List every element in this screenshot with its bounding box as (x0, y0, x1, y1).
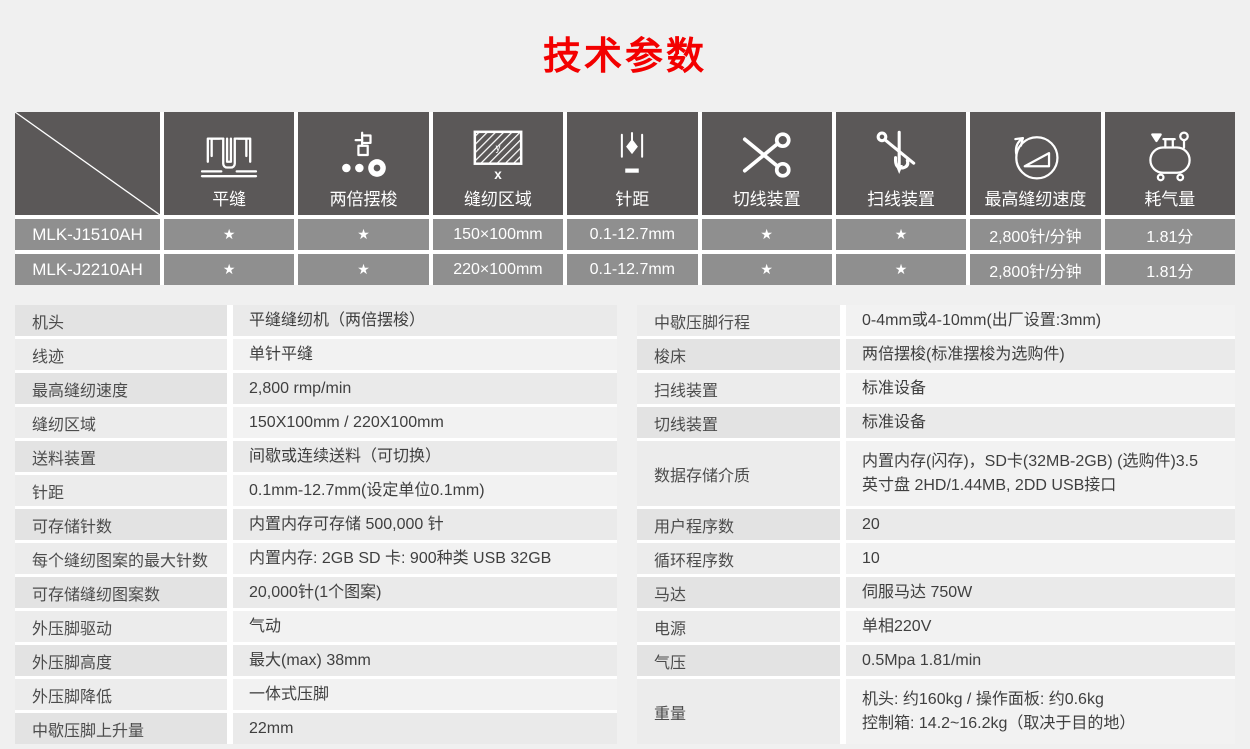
model-name-cell: MLK-J2210AH (15, 254, 160, 285)
matrix-column-header: 扫线装置 (835, 112, 967, 215)
spec-label: 中歇压脚行程 (637, 305, 840, 336)
svg-text:y: y (496, 143, 501, 154)
spec-label: 中歇压脚上升量 (15, 713, 227, 744)
spec-label: 每个缝纫图案的最大针数 (15, 543, 227, 574)
spec-label: 送料装置 (15, 441, 227, 472)
spec-label: 可存储缝纫图案数 (15, 577, 227, 608)
matrix-column-label: 扫线装置 (867, 190, 936, 209)
spec-label: 循环程序数 (637, 543, 840, 574)
star-cell: ★ (164, 219, 295, 250)
spec-label: 用户程序数 (637, 509, 840, 540)
spec-label: 缝纫区域 (15, 407, 227, 438)
spec-label: 数据存储介质 (637, 441, 840, 506)
model-name-cell: MLK-J1510AH (15, 219, 160, 250)
spec-label: 最高缝纫速度 (15, 373, 227, 404)
matrix-value-cell: 1.81分 (1104, 254, 1235, 285)
air-consumption-icon (1140, 112, 1200, 191)
star-cell: ★ (835, 254, 967, 285)
thread-wiper-icon (872, 112, 930, 191)
diagonal-line-icon (15, 112, 160, 215)
matrix-column-label: 平缝 (212, 190, 247, 209)
spec-label: 梭床 (637, 339, 840, 370)
matrix-value-cell: 150×100mm (432, 219, 564, 250)
matrix-value-cell: 2,800针/分钟 (970, 254, 1101, 285)
max-speed-icon (1003, 112, 1067, 191)
spec-label: 针距 (15, 475, 227, 506)
spec-value: 标准设备 (846, 373, 1235, 404)
matrix-column-header: 两倍摆梭 (298, 112, 429, 215)
spec-value: 伺服马达 750W (846, 577, 1235, 608)
spec-value: 机头: 约160kg / 操作面板: 约0.6kg 控制箱: 14.2~16.2… (846, 679, 1235, 744)
spec-value: 两倍摆梭(标准摆梭为选购件) (846, 339, 1235, 370)
spec-value: 0.5Mpa 1.81/min (846, 645, 1235, 676)
matrix-value-cell: 0.1-12.7mm (567, 219, 698, 250)
spec-label: 重量 (637, 679, 840, 744)
spec-value: 内置内存可存储 500,000 针 (233, 509, 617, 540)
spec-value: 气动 (233, 611, 617, 642)
matrix-column-label: 最高缝纫速度 (984, 190, 1087, 209)
double-shuttle-icon (334, 112, 394, 191)
star-cell: ★ (701, 219, 832, 250)
flat-seam-icon (198, 112, 260, 191)
spec-table-right: 中歇压脚行程 0-4mm或4-10mm(出厂设置:3mm) 梭床 两倍摆梭(标准摆梭为… (637, 305, 1235, 744)
star-cell: ★ (164, 254, 295, 285)
star-cell: ★ (835, 219, 967, 250)
stitch-length-icon (605, 112, 659, 191)
model-comparison-table: 平缝 两倍摆梭 y x 缝纫区域 针距 切线装置 扫线装置 最高缝纫速度 耗气量 MLK-J1510… (15, 112, 1235, 285)
spec-value: 20 (846, 509, 1235, 540)
spec-label: 切线装置 (637, 407, 840, 438)
matrix-value-cell: 1.81分 (1104, 219, 1235, 250)
spec-value: 0-4mm或4-10mm(出厂设置:3mm) (846, 305, 1235, 336)
spec-value: 单相220V (846, 611, 1235, 642)
matrix-value-cell: 220×100mm (432, 254, 564, 285)
matrix-value-cell: 0.1-12.7mm (567, 254, 698, 285)
spec-label: 气压 (637, 645, 840, 676)
spec-label: 线迹 (15, 339, 227, 370)
spec-label: 外压脚降低 (15, 679, 227, 710)
spec-label: 电源 (637, 611, 840, 642)
spec-value: 22mm (233, 713, 617, 744)
spec-table-left: 机头 平缝缝纫机（两倍摆梭） 线迹 单针平缝 最高缝纫速度 2,800 rmp/min 缝纫… (15, 305, 617, 744)
spec-value: 最大(max) 38mm (233, 645, 617, 676)
spec-value: 间歇或连续送料（可切换） (233, 441, 617, 472)
matrix-corner-cell (15, 112, 160, 215)
page-title: 技术参数 (542, 36, 707, 78)
spec-label: 机头 (15, 305, 227, 336)
matrix-value-cell: 2,800针/分钟 (970, 219, 1101, 250)
spec-value: 2,800 rmp/min (233, 373, 617, 404)
svg-text:x: x (494, 167, 502, 182)
spec-value: 单针平缝 (233, 339, 617, 370)
star-cell: ★ (298, 219, 429, 250)
spec-value: 一体式压脚 (233, 679, 617, 710)
spec-value: 150X100mm / 220X100mm (233, 407, 617, 438)
matrix-column-header: 针距 (567, 112, 698, 215)
spec-value: 20,000针(1个图案) (233, 577, 617, 608)
spec-value: 内置内存(闪存)，SD卡(32MB-2GB) (选购件)3.5 英寸盘 2HD/… (846, 441, 1235, 506)
matrix-column-header: 平缝 (164, 112, 295, 215)
matrix-column-header: 耗气量 (1104, 112, 1235, 215)
spec-value: 0.1mm-12.7mm(设定单位0.1mm) (233, 475, 617, 506)
matrix-column-header: 最高缝纫速度 (970, 112, 1101, 215)
spec-label: 可存储针数 (15, 509, 227, 540)
spec-label: 外压脚高度 (15, 645, 227, 676)
matrix-column-label: 两倍摆梭 (329, 190, 398, 209)
matrix-column-header: 切线装置 (701, 112, 832, 215)
matrix-column-header: y x 缝纫区域 (432, 112, 564, 215)
matrix-column-label: 耗气量 (1144, 190, 1196, 209)
spec-value: 内置内存: 2GB SD 卡: 900种类 USB 32GB (233, 543, 617, 574)
thread-trimmer-icon (736, 112, 798, 191)
matrix-column-label: 针距 (615, 190, 650, 209)
spec-label: 扫线装置 (637, 373, 840, 404)
spec-label: 外压脚驱动 (15, 611, 227, 642)
matrix-column-label: 缝纫区域 (463, 190, 532, 209)
star-cell: ★ (701, 254, 832, 285)
star-cell: ★ (298, 254, 429, 285)
spec-value: 标准设备 (846, 407, 1235, 438)
matrix-column-label: 切线装置 (732, 190, 801, 209)
spec-label: 马达 (637, 577, 840, 608)
spec-value: 平缝缝纫机（两倍摆梭） (233, 305, 617, 336)
spec-value: 10 (846, 543, 1235, 574)
